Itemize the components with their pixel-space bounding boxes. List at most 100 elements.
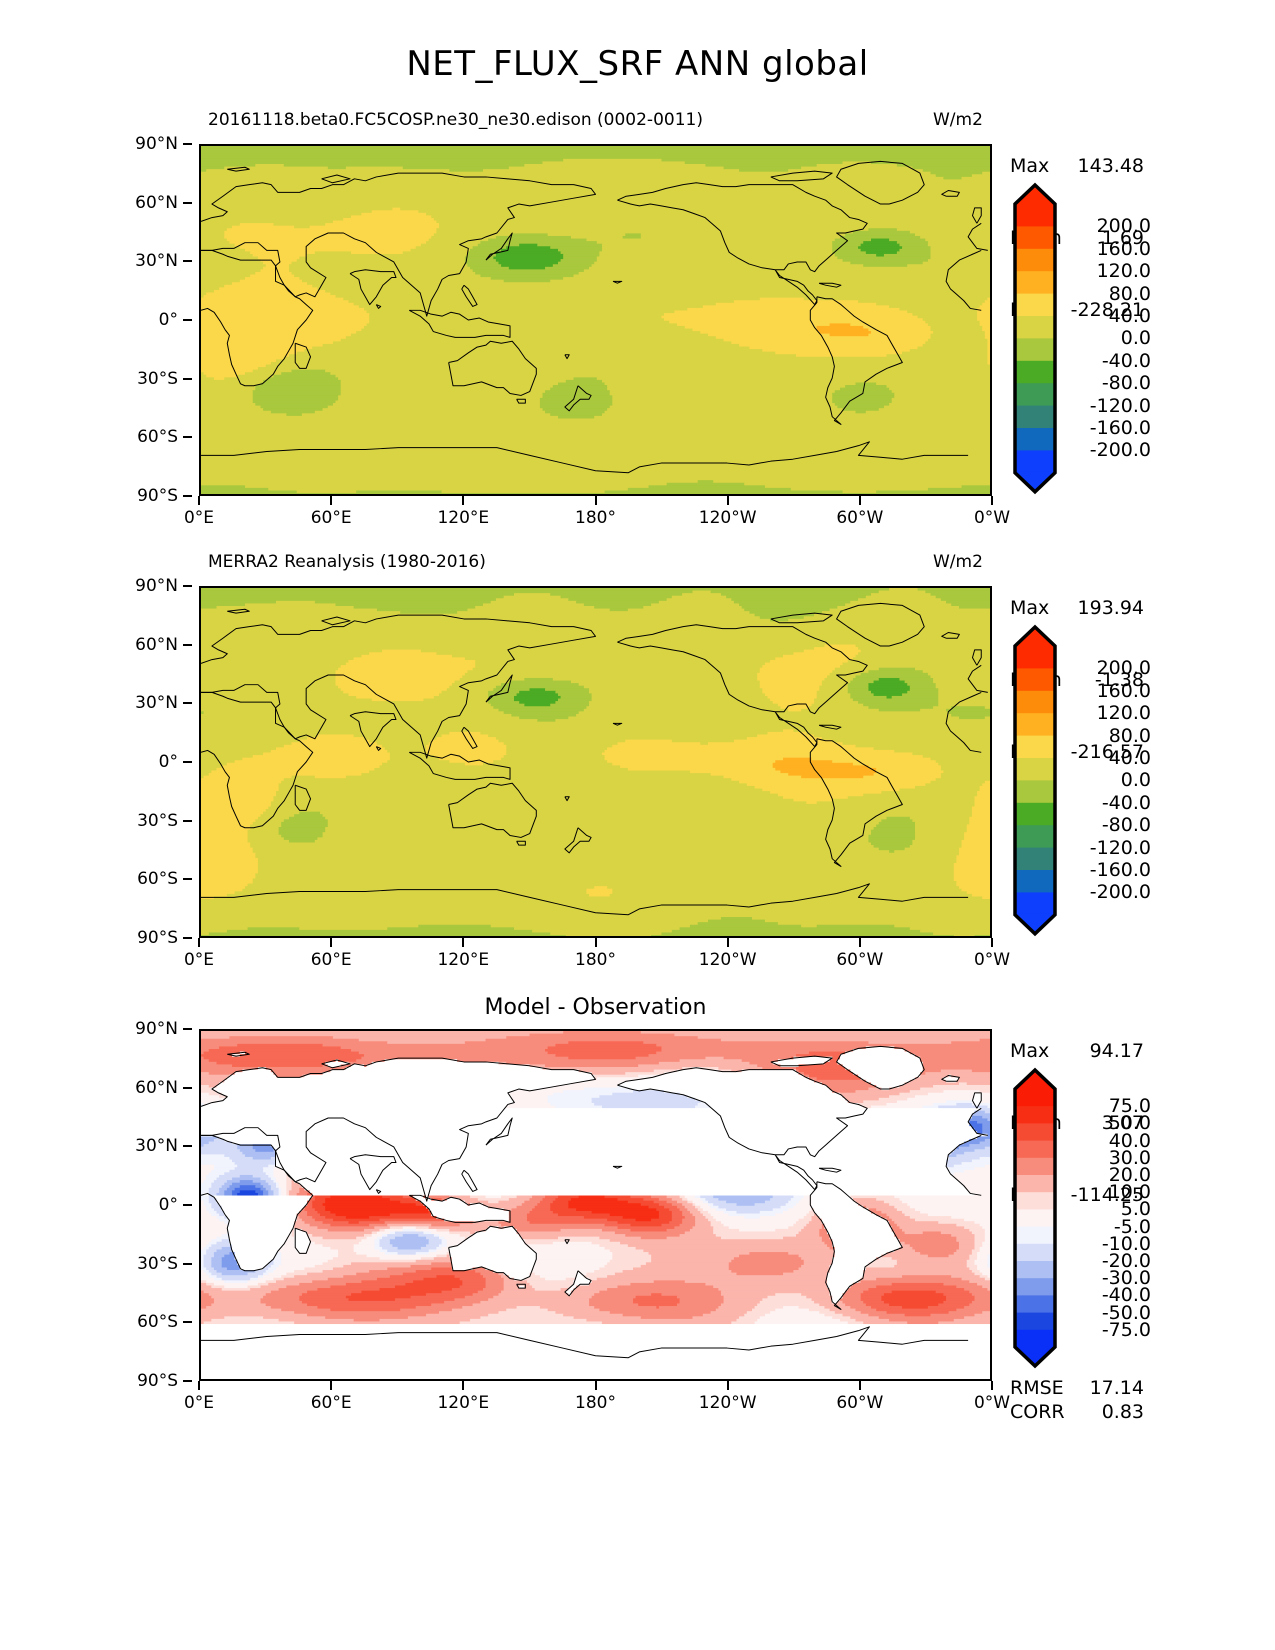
panel-difference-colorbar: [1012, 1067, 1058, 1369]
lon-tick-mark: [198, 1381, 200, 1390]
lat-tick-label: 30°N: [135, 693, 178, 714]
colorbar-tick-label: 80.0: [1108, 282, 1151, 305]
panel-difference-lat-axis: 90°N 60°N 30°N 0° 30°S 60°S 90°S: [110, 1019, 192, 1391]
lon-tick-mark: [726, 1381, 729, 1390]
page-title: NET_FLUX_SRF ANN global: [406, 44, 869, 84]
colorbar-tick-label: 40.0: [1108, 1129, 1151, 1152]
corr-key: CORR: [1010, 1401, 1065, 1423]
lon-tick-mark: [330, 496, 333, 505]
lon-tick-mark: [991, 1381, 993, 1390]
stat-value: 193.94: [1077, 597, 1144, 619]
lat-tick-mark: [183, 937, 192, 939]
lat-tick-label: 60°S: [137, 1312, 178, 1333]
lon-tick-mark: [462, 938, 465, 947]
stat-value: -228.21: [1070, 299, 1144, 321]
panel-model-colorbar: [1012, 182, 1058, 495]
lon-tick-label: 120°W: [698, 508, 757, 528]
panel-model-lat-axis: 90°N 60°N 30°N 0° 30°S 60°S 90°S: [110, 134, 192, 506]
stat-value: 1.69: [1101, 227, 1144, 249]
panel-model-header: 20161118.beta0.FC5COSP.ne30_ne30.edison …: [208, 110, 703, 130]
lon-tick-mark: [726, 496, 729, 505]
lat-tick-label: 30°S: [137, 1253, 178, 1274]
colorbar-tick-label: -50.0: [1101, 1301, 1151, 1324]
panel-difference-map: [199, 1029, 992, 1381]
lon-tick-mark: [858, 496, 861, 505]
rmse-key: RMSE: [1010, 1377, 1064, 1399]
stat-value: -216.57: [1070, 741, 1144, 763]
panel-difference-lon-axis: 0°E 60°E 120°E 180° 120°W 60°W 0°W: [184, 1381, 1010, 1415]
rmse-value: 17.14: [1089, 1377, 1144, 1399]
lon-tick-label: 0°E: [183, 1393, 215, 1413]
lat-tick-mark: [183, 143, 192, 145]
lat-tick-mark: [183, 878, 192, 881]
colorbar-tick-label: -120.0: [1089, 836, 1151, 859]
lat-tick-label: 60°N: [135, 192, 178, 213]
colorbar-tick-label: 160.0: [1096, 237, 1151, 260]
colorbar-tick-label: -40.0: [1101, 349, 1151, 372]
panel-model-units: W/m2: [933, 110, 983, 130]
colorbar-tick-label: -40.0: [1101, 1284, 1151, 1307]
corr-value: 0.83: [1101, 1401, 1144, 1423]
panel-difference-footer-stats: RMSE 17.14 CORR 0.83: [1010, 1376, 1144, 1424]
colorbar-tick-label: 120.0: [1096, 702, 1151, 725]
colorbar-tick-label: 0.0: [1120, 327, 1151, 350]
colorbar-tick-label: -10.0: [1101, 1232, 1151, 1255]
lon-tick-label: 60°W: [836, 1393, 884, 1413]
lat-tick-label: 90°N: [135, 134, 178, 154]
colorbar-tick-label: 50.0: [1108, 1112, 1151, 1135]
lon-tick-mark: [991, 938, 993, 947]
lon-tick-mark: [726, 938, 729, 947]
colorbar-tick-label: 200.0: [1096, 215, 1151, 238]
lon-tick-label: 0°E: [183, 950, 215, 970]
stat-value: 143.48: [1077, 155, 1144, 177]
colorbar-tick-label: 75.0: [1108, 1095, 1151, 1118]
lon-tick-mark: [198, 496, 200, 505]
lon-tick-label: 0°E: [183, 508, 215, 528]
colorbar-tick-label: -30.0: [1101, 1267, 1151, 1290]
lat-tick-label: 30°S: [137, 810, 178, 831]
lat-tick-mark: [183, 201, 192, 204]
lat-tick-mark: [183, 377, 192, 380]
colorbar-tick-label: -40.0: [1101, 791, 1151, 814]
lat-tick-mark: [183, 702, 192, 705]
panel-observation-colorbar: [1012, 624, 1058, 937]
lat-tick-mark: [183, 1380, 192, 1382]
lon-tick-mark: [594, 496, 597, 505]
lat-tick-label: 60°S: [137, 869, 178, 890]
lon-tick-mark: [594, 938, 597, 947]
colorbar-tick-label: 5.0: [1120, 1198, 1151, 1221]
lon-tick-mark: [330, 938, 333, 947]
colorbar-tick-label: -200.0: [1089, 439, 1151, 462]
lat-tick-label: 60°N: [135, 1077, 178, 1098]
colorbar-tick-label: 30.0: [1108, 1146, 1151, 1169]
lat-tick-mark: [183, 585, 192, 587]
lon-tick-mark: [330, 1381, 333, 1390]
stat-value: -1.38: [1094, 669, 1144, 691]
lon-tick-label: 120°W: [698, 950, 757, 970]
lat-tick-mark: [183, 436, 192, 439]
lat-tick-mark: [183, 495, 192, 497]
lon-tick-label: 60°W: [836, 950, 884, 970]
colorbar-tick-label: -160.0: [1089, 417, 1151, 439]
lon-tick-mark: [858, 1381, 861, 1390]
lat-tick-mark: [183, 643, 192, 646]
lon-tick-mark: [462, 1381, 465, 1390]
lon-tick-label: 0°W: [973, 508, 1011, 528]
lat-tick-mark: [183, 1145, 192, 1148]
lon-tick-label: 120°E: [437, 950, 490, 970]
stat-key: Max: [1010, 155, 1050, 177]
lon-tick-label: 180°: [575, 1393, 616, 1413]
stat-key: Max: [1010, 1040, 1050, 1062]
lon-tick-mark: [462, 496, 465, 505]
map-field-difference: [201, 1031, 990, 1379]
colorbar-tick-label: 40.0: [1108, 747, 1151, 769]
colorbar-tick-label: 120.0: [1096, 260, 1151, 283]
colorbar-tick-label: -5.0: [1113, 1215, 1151, 1238]
panel-observation-header: MERRA2 Reanalysis (1980-2016): [208, 552, 486, 572]
colorbar-tick-label: 40.0: [1108, 305, 1151, 327]
lat-tick-mark: [183, 260, 192, 263]
lat-tick-label: 30°N: [135, 251, 178, 272]
lon-tick-mark: [858, 938, 861, 947]
lon-tick-mark: [198, 938, 200, 947]
lat-tick-label: 30°N: [135, 1136, 178, 1157]
